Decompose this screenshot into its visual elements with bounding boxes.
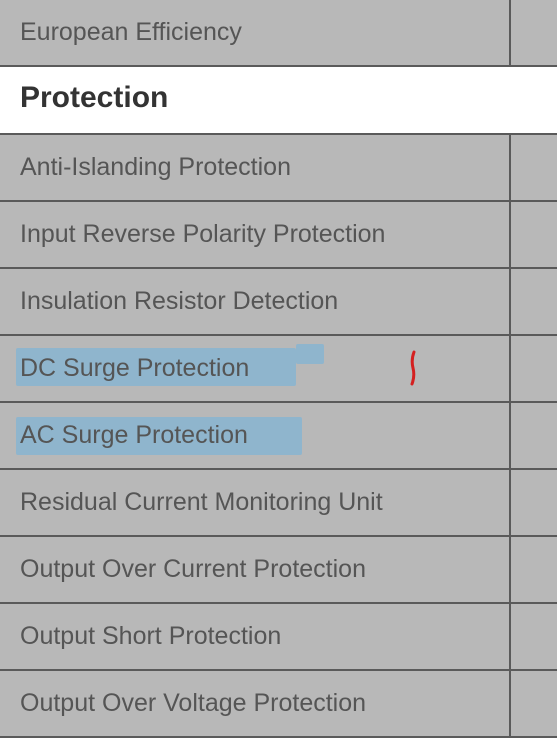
row-label: Insulation Resistor Detection [20, 287, 338, 315]
row-value-cell [509, 537, 557, 602]
table-row: Insulation Resistor Detection [0, 269, 557, 336]
table-row: Output Short Protection [0, 604, 557, 671]
row-label: Output Short Protection [20, 622, 281, 650]
row-label: Output Over Voltage Protection [20, 689, 366, 717]
row-label: Input Reverse Polarity Protection [20, 220, 385, 248]
highlight-mark [296, 344, 324, 364]
row-value-cell [509, 336, 557, 401]
section-header: Protection [0, 67, 557, 135]
row-label: Output Over Current Protection [20, 555, 366, 583]
row-label-cell: Output Over Voltage Protection [0, 671, 509, 736]
section-title: Protection [20, 81, 168, 114]
table-row: Input Reverse Polarity Protection [0, 202, 557, 269]
row-label-cell: DC Surge Protection [0, 336, 509, 401]
row-label-cell: European Efficiency [0, 0, 509, 65]
row-label: DC Surge Protection [20, 354, 249, 382]
table-row: European Efficiency [0, 0, 557, 67]
row-value-cell [509, 269, 557, 334]
row-value-cell [509, 0, 557, 65]
row-value-cell [509, 403, 557, 468]
row-label-cell: Residual Current Monitoring Unit [0, 470, 509, 535]
table-row: Anti-Islanding Protection [0, 135, 557, 202]
row-label-cell: AC Surge Protection [0, 403, 509, 468]
table-row: Output Over Current Protection [0, 537, 557, 604]
row-value-cell [509, 604, 557, 669]
table-row: DC Surge Protection [0, 336, 557, 403]
row-label: European Efficiency [20, 18, 242, 46]
row-label: Residual Current Monitoring Unit [20, 488, 383, 516]
row-label-cell: Anti-Islanding Protection [0, 135, 509, 200]
annotation-mark [408, 350, 422, 395]
row-label: AC Surge Protection [20, 421, 248, 449]
spec-table: European Efficiency Protection Anti-Isla… [0, 0, 557, 738]
row-value-cell [509, 135, 557, 200]
row-label-cell: Output Over Current Protection [0, 537, 509, 602]
row-value-cell [509, 671, 557, 736]
row-label-cell: Insulation Resistor Detection [0, 269, 509, 334]
table-row: AC Surge Protection [0, 403, 557, 470]
table-row: Residual Current Monitoring Unit [0, 470, 557, 537]
row-value-cell [509, 470, 557, 535]
row-value-cell [509, 202, 557, 267]
table-row: Output Over Voltage Protection [0, 671, 557, 738]
row-label-cell: Input Reverse Polarity Protection [0, 202, 509, 267]
row-label-cell: Output Short Protection [0, 604, 509, 669]
row-label: Anti-Islanding Protection [20, 153, 291, 181]
